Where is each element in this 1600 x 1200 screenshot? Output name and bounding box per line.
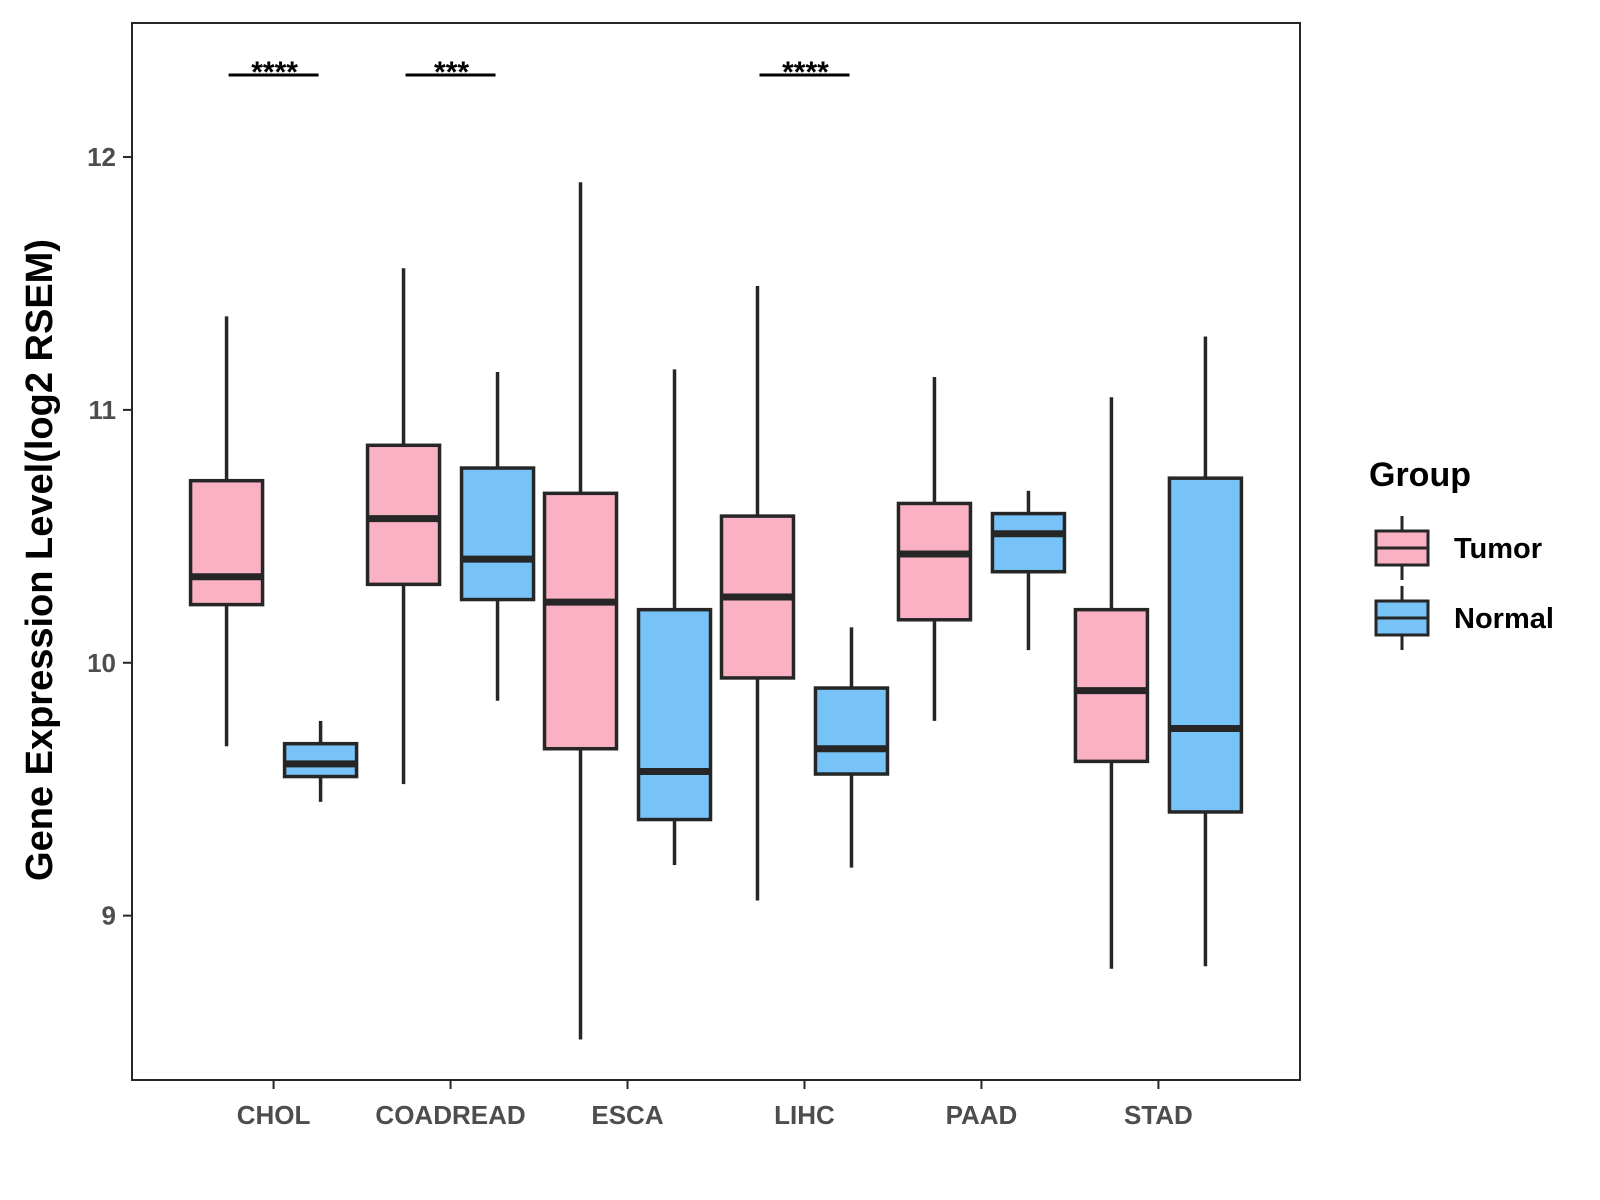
box-tumor-coadread [365, 268, 442, 785]
significance-label: *** [434, 56, 469, 89]
legend-label: Normal [1454, 603, 1554, 635]
y-tick-label: 9 [102, 901, 116, 931]
x-tick-label: PAAD [946, 1100, 1018, 1130]
significance-label: **** [782, 56, 829, 89]
y-tick-label: 11 [89, 395, 117, 425]
y-axis-title: Gene Expression Level(log2 RSEM) [19, 239, 61, 881]
x-tick-label: ESCA [591, 1100, 663, 1130]
x-tick-label: STAD [1124, 1100, 1193, 1130]
box-tumor-lihc [719, 285, 796, 901]
significance-label: **** [251, 56, 298, 89]
legend-title: Group [1369, 456, 1471, 494]
box-normal-paad [990, 490, 1067, 651]
box-iqr [636, 607, 713, 822]
box-tumor-chol [188, 316, 265, 747]
box-normal-lihc [813, 627, 890, 868]
box-tumor-stad [1073, 397, 1150, 969]
legend-item-tumor: Tumor [1374, 516, 1542, 580]
y-tick-label: 12 [87, 142, 116, 172]
axes: 9 10 11 12 CHOL COADREAD ESCA LIHC PAAD STAD [87, 142, 1193, 1130]
box-iqr [542, 491, 619, 751]
box-iqr [896, 501, 973, 622]
box-iqr [1073, 607, 1150, 764]
box-normal-chol [282, 720, 359, 802]
legend-item-normal: Normal [1374, 586, 1554, 650]
box-iqr [813, 686, 890, 776]
box-iqr [459, 466, 536, 602]
box-iqr [188, 478, 265, 607]
box-layer [188, 182, 1244, 1040]
x-tick-label: CHOL [237, 1100, 311, 1130]
x-tick-label: LIHC [774, 1100, 835, 1130]
box-normal-esca [636, 369, 713, 866]
box-iqr [990, 511, 1067, 574]
panel-border [131, 22, 1301, 1081]
legend-label: Tumor [1454, 533, 1542, 565]
box-normal-coadread [459, 371, 536, 701]
box-tumor-esca [542, 182, 619, 1040]
significance-layer: **** *** **** [228, 56, 850, 89]
plot-panel [131, 22, 1301, 1081]
box-iqr [365, 443, 442, 587]
box-iqr [282, 741, 359, 779]
box-iqr [1167, 476, 1244, 814]
box-tumor-paad [896, 377, 973, 721]
legend: Group Tumor Normal [1369, 456, 1554, 650]
box-normal-stad [1167, 336, 1244, 967]
x-tick-label: COADREAD [375, 1100, 525, 1130]
y-tick-label: 10 [87, 648, 116, 678]
